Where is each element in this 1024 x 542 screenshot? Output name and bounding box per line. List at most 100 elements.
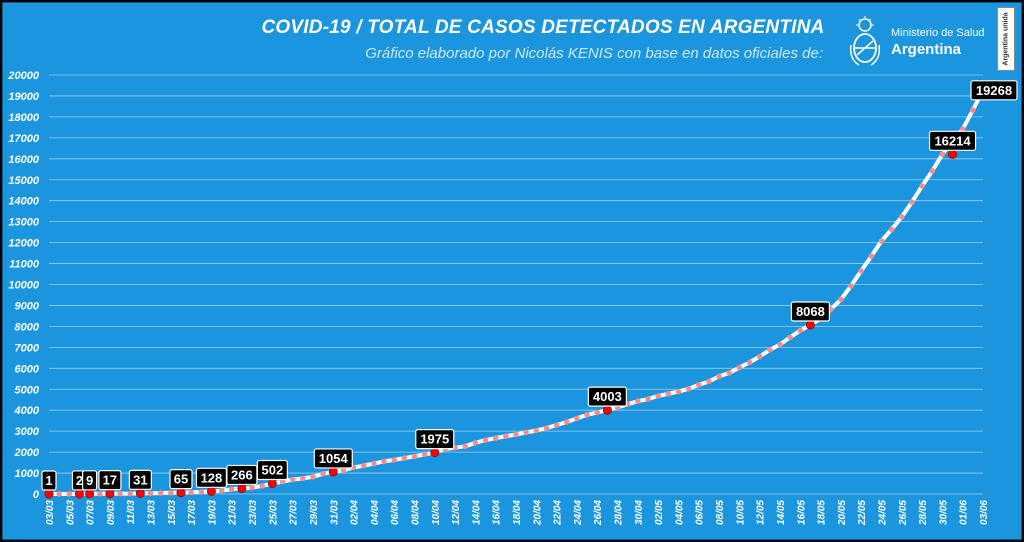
data-point [695,382,702,388]
data-point [594,409,601,416]
data-point [249,484,255,491]
data-label: 502 [261,462,283,477]
data-point [360,462,367,469]
data-point [584,412,590,418]
y-tick-label: 7000 [15,342,40,354]
highlight-point [105,489,115,499]
y-tick-label: 0 [33,489,40,501]
x-tick-label: 26/04 [593,500,604,526]
data-point [868,253,875,259]
data-point [878,238,885,244]
y-tick-label: 19000 [8,91,39,103]
data-point [706,378,712,385]
x-tick-label: 17/03 [187,500,198,525]
ministerio-logo: Ministerio de Salud Argentina [847,15,985,71]
data-point [665,390,672,397]
data-label: 1975 [420,432,449,447]
data-label-box [415,429,455,450]
highlight-point [430,448,440,458]
x-tick-label: 12/04 [451,500,462,525]
data-label-box [98,470,122,491]
logo-line2: Argentina [891,41,962,58]
data-point [970,107,976,114]
data-label-box [790,301,831,322]
x-tick-label: 02/04 [350,500,361,525]
x-tick-label: 09/03 [106,500,117,525]
data-point [391,457,397,463]
data-point [503,433,509,440]
x-tick-label: 16/05 [796,500,807,525]
highlight-point [44,489,54,499]
data-point [310,474,316,480]
data-label-box [41,470,57,491]
highlight-point [237,483,247,493]
data-point [371,460,377,467]
data-point [746,359,753,366]
data-point [787,334,793,341]
data-point [635,398,641,405]
data-label: 128 [201,470,223,485]
data-point [421,451,428,458]
highlight-point [206,486,216,496]
highlight-point [176,488,186,498]
x-tick-label: 27/03 [289,500,300,526]
x-tick-label: 18/05 [817,500,828,525]
highlight-point [602,405,612,415]
x-tick-label: 12/05 [756,500,767,525]
data-point [898,214,905,220]
x-tick-label: 24/05 [877,500,888,526]
y-tick-label: 10000 [8,280,39,292]
data-point [553,422,560,428]
data-point [777,341,783,348]
data-point [127,490,134,497]
y-tick-label: 11000 [9,259,40,271]
y-tick-label: 13000 [8,217,39,229]
data-label: 17 [103,473,117,488]
x-tick-label: 28/04 [614,500,625,526]
data-point [574,415,580,422]
x-tick-label: 18/04 [512,500,523,525]
data-point [858,268,864,274]
data-label-box [169,469,193,490]
x-tick-label: 30/04 [634,500,645,525]
highlight-point [328,467,338,477]
data-point [300,475,306,482]
x-tick-label: 13/03 [147,500,158,525]
data-point [959,126,966,132]
data-point [909,199,915,205]
x-tick-label: 24/04 [573,500,584,526]
data-point [381,458,387,465]
x-tick-label: 08/04 [410,500,421,525]
y-tick-label: 8000 [15,321,40,333]
highlight-point [135,488,145,498]
data-label: 266 [231,467,253,482]
y-tick-label: 3000 [15,426,40,438]
data-label: 19268 [976,83,1012,98]
x-tick-label: 26/05 [898,500,909,526]
y-tick-label: 6000 [15,363,40,375]
x-tick-label: 06/04 [390,500,401,525]
data-point [523,429,529,436]
data-point [685,386,692,392]
data-point [401,455,408,461]
x-tick-label: 06/05 [695,500,706,525]
data-point [157,490,164,496]
x-tick-label: 28/05 [918,500,929,526]
x-tick-label: 25/03 [268,500,279,526]
data-point [797,327,804,334]
data-point [228,486,235,493]
y-tick-label: 20000 [7,70,39,82]
data-point [726,370,732,376]
data-point [513,431,519,438]
data-point [533,427,540,434]
data-point [919,183,925,189]
x-tick-label: 03/03 [45,500,56,525]
x-tick-label: 04/04 [370,500,381,525]
data-point [66,491,73,497]
data-label: 8068 [796,304,825,319]
highlight-point [267,478,277,488]
data-point [462,443,469,450]
data-point [188,489,194,496]
y-tick-label: 1000 [15,468,40,480]
data-point [716,373,722,380]
